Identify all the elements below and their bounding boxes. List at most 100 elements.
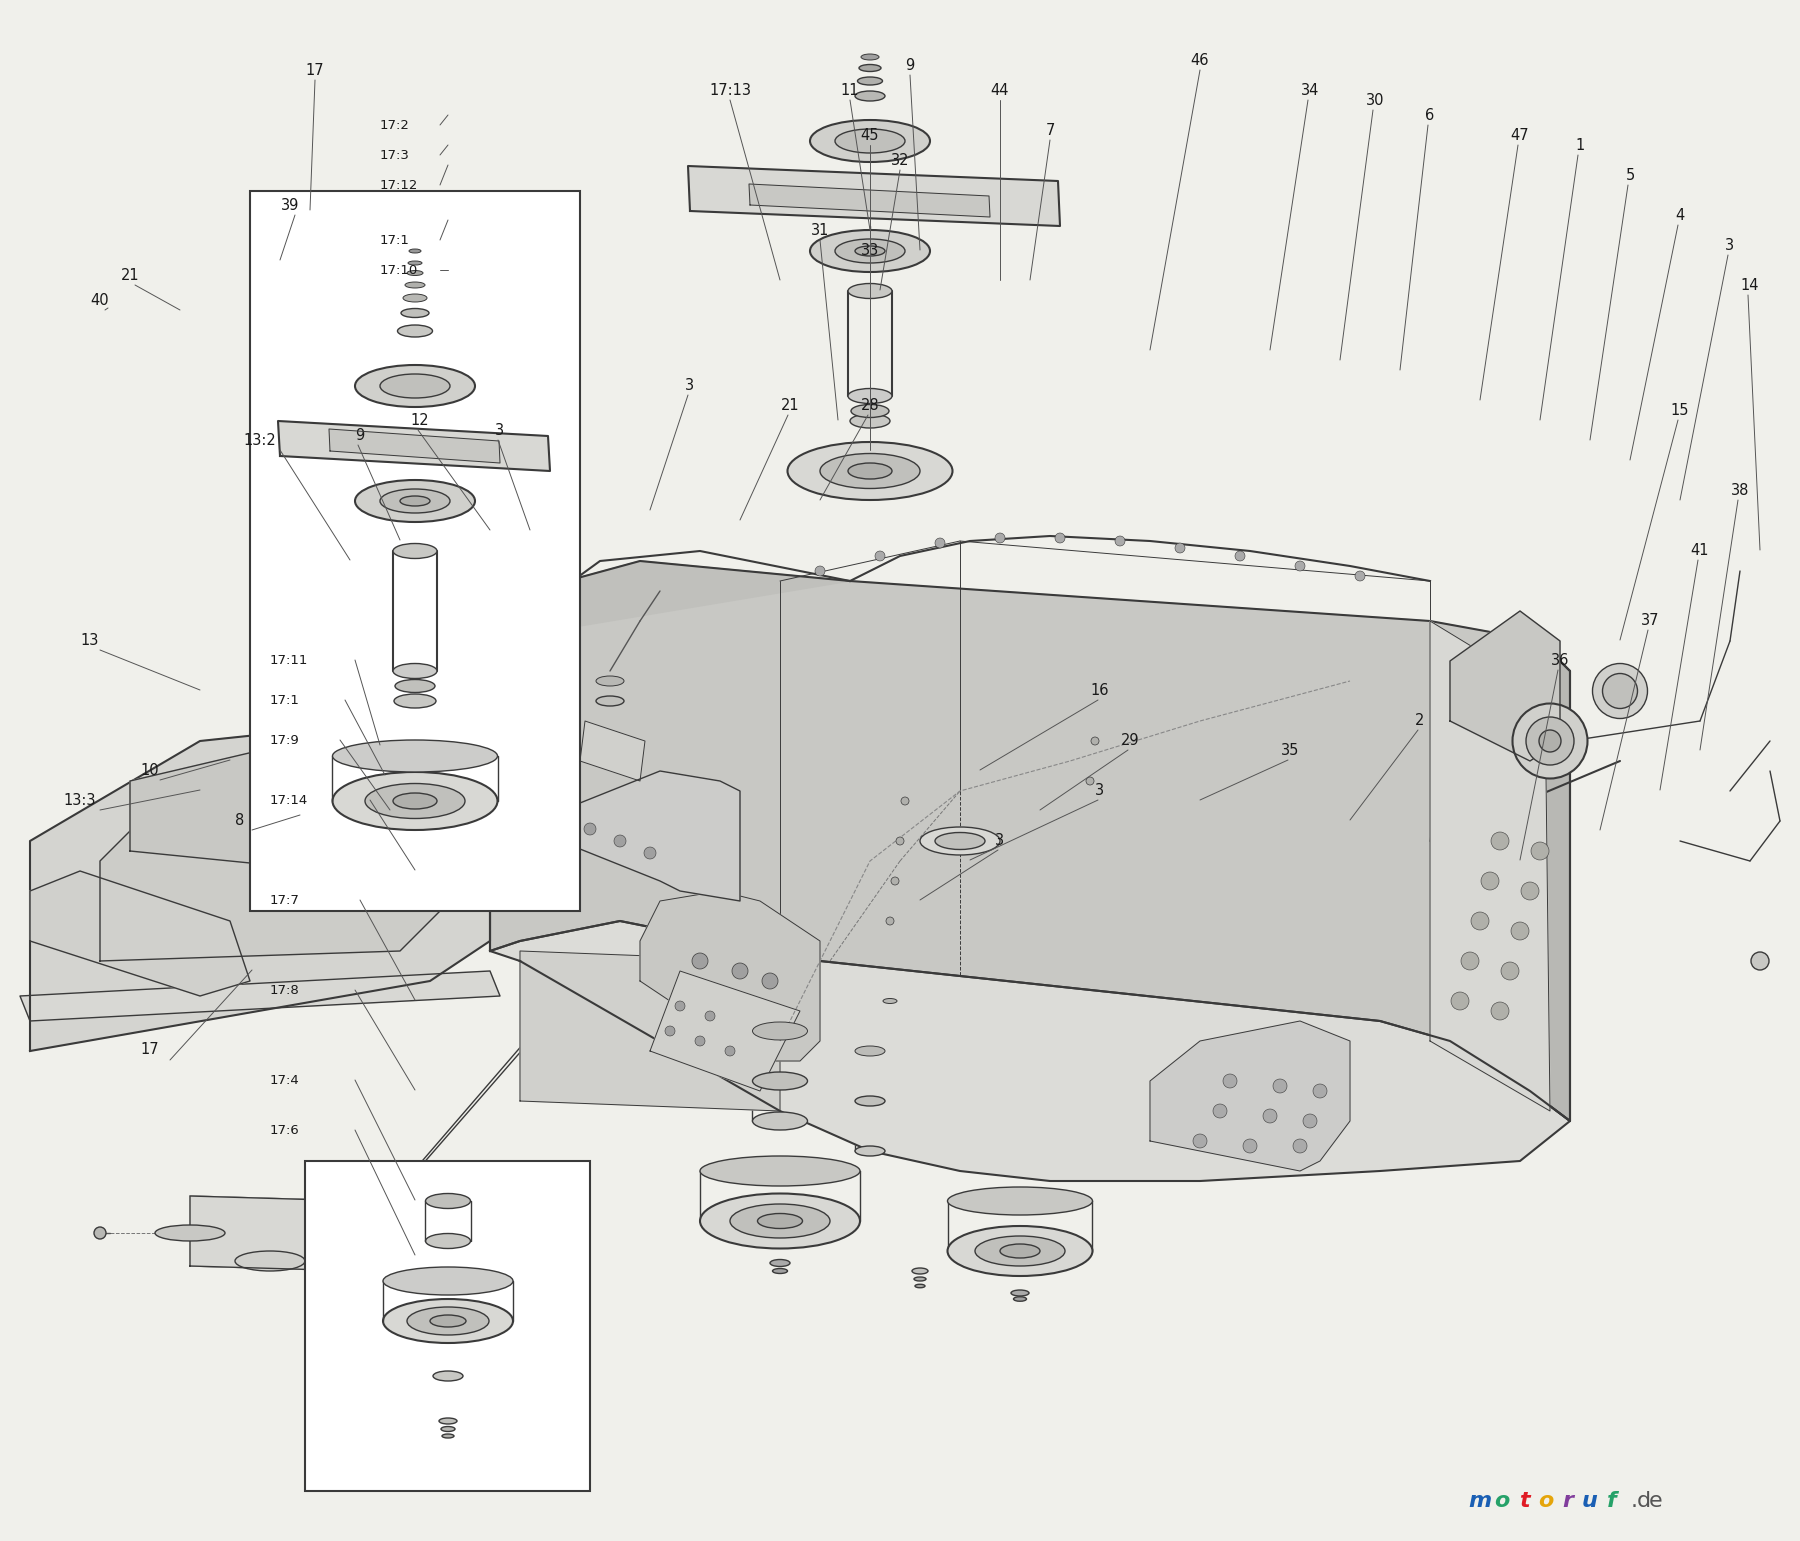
Ellipse shape (392, 664, 437, 678)
Text: 41: 41 (1690, 542, 1710, 558)
Ellipse shape (333, 740, 497, 772)
Ellipse shape (443, 1435, 454, 1438)
Text: 9: 9 (905, 57, 914, 72)
Circle shape (815, 566, 824, 576)
Ellipse shape (407, 1307, 490, 1335)
Ellipse shape (383, 1267, 513, 1294)
Ellipse shape (752, 1113, 808, 1130)
Ellipse shape (383, 1299, 513, 1344)
Ellipse shape (441, 1427, 455, 1432)
Text: 17:12: 17:12 (380, 179, 418, 191)
Ellipse shape (409, 250, 421, 253)
Ellipse shape (425, 1233, 470, 1248)
Ellipse shape (1013, 1296, 1026, 1301)
Text: 32: 32 (891, 153, 909, 168)
Circle shape (1521, 881, 1539, 900)
Ellipse shape (752, 1073, 808, 1089)
Ellipse shape (401, 308, 428, 317)
Text: 17:7: 17:7 (270, 894, 301, 906)
Text: 47: 47 (1510, 128, 1530, 142)
Text: 36: 36 (1552, 652, 1570, 667)
Text: 17:1: 17:1 (380, 234, 410, 247)
Ellipse shape (700, 1193, 860, 1248)
Polygon shape (490, 561, 1570, 1120)
Ellipse shape (1012, 1290, 1030, 1296)
Circle shape (1510, 922, 1528, 940)
Ellipse shape (934, 832, 985, 849)
Ellipse shape (851, 404, 889, 418)
Circle shape (1273, 1079, 1287, 1093)
Text: 6: 6 (1426, 108, 1435, 122)
Polygon shape (1150, 1022, 1350, 1171)
Circle shape (1471, 912, 1489, 931)
Ellipse shape (850, 415, 889, 428)
Ellipse shape (857, 77, 882, 85)
Text: 17:4: 17:4 (270, 1074, 301, 1086)
Circle shape (1055, 533, 1066, 542)
Circle shape (995, 533, 1004, 542)
Text: f: f (1607, 1492, 1616, 1512)
Ellipse shape (855, 91, 886, 102)
Text: 37: 37 (1642, 612, 1660, 627)
Ellipse shape (380, 374, 450, 398)
Text: 30: 30 (1366, 92, 1384, 108)
Text: 4: 4 (1676, 208, 1685, 222)
Ellipse shape (365, 783, 464, 818)
Ellipse shape (405, 282, 425, 288)
Text: d: d (1636, 1492, 1651, 1512)
Ellipse shape (947, 1187, 1093, 1214)
Ellipse shape (700, 1156, 860, 1187)
Polygon shape (641, 891, 821, 1062)
Text: 35: 35 (1282, 743, 1300, 758)
Text: 28: 28 (860, 398, 880, 413)
Polygon shape (688, 166, 1060, 227)
Bar (250, 191, 580, 911)
Ellipse shape (884, 999, 896, 1003)
Circle shape (706, 1011, 715, 1022)
Polygon shape (191, 1196, 360, 1271)
Text: 10: 10 (140, 763, 160, 778)
Circle shape (934, 538, 945, 549)
Ellipse shape (394, 693, 436, 707)
Ellipse shape (1539, 730, 1561, 752)
Ellipse shape (1085, 777, 1094, 784)
Bar (304, 1160, 590, 1492)
Ellipse shape (1751, 952, 1769, 969)
Polygon shape (329, 428, 500, 462)
Text: 3: 3 (686, 378, 695, 393)
Text: 17: 17 (140, 1043, 160, 1057)
Ellipse shape (380, 488, 450, 513)
Circle shape (713, 1003, 727, 1019)
Ellipse shape (913, 1268, 929, 1274)
Text: 17:3: 17:3 (380, 148, 410, 162)
Text: 21: 21 (121, 268, 139, 282)
Circle shape (733, 963, 749, 979)
Text: 40: 40 (90, 293, 110, 308)
Ellipse shape (439, 1418, 457, 1424)
Ellipse shape (434, 1371, 463, 1381)
Polygon shape (580, 721, 644, 781)
Text: 21: 21 (781, 398, 799, 413)
Text: 3: 3 (1096, 783, 1105, 798)
Polygon shape (130, 741, 360, 871)
Text: 13:2: 13:2 (243, 433, 277, 447)
Text: 13:3: 13:3 (63, 792, 95, 807)
Ellipse shape (400, 496, 430, 505)
Ellipse shape (409, 260, 421, 265)
Circle shape (644, 848, 655, 858)
Circle shape (1312, 1083, 1327, 1099)
Ellipse shape (902, 797, 909, 804)
Ellipse shape (848, 462, 893, 479)
Text: 3: 3 (995, 832, 1004, 848)
Text: 15: 15 (1670, 402, 1688, 418)
Polygon shape (520, 951, 779, 1111)
Ellipse shape (403, 294, 427, 302)
Ellipse shape (859, 65, 880, 71)
Ellipse shape (1001, 1244, 1040, 1257)
Ellipse shape (355, 479, 475, 522)
Text: 17:6: 17:6 (270, 1123, 301, 1137)
Ellipse shape (333, 772, 497, 831)
Text: 17:8: 17:8 (270, 983, 301, 997)
Ellipse shape (848, 284, 893, 299)
Ellipse shape (407, 271, 423, 276)
